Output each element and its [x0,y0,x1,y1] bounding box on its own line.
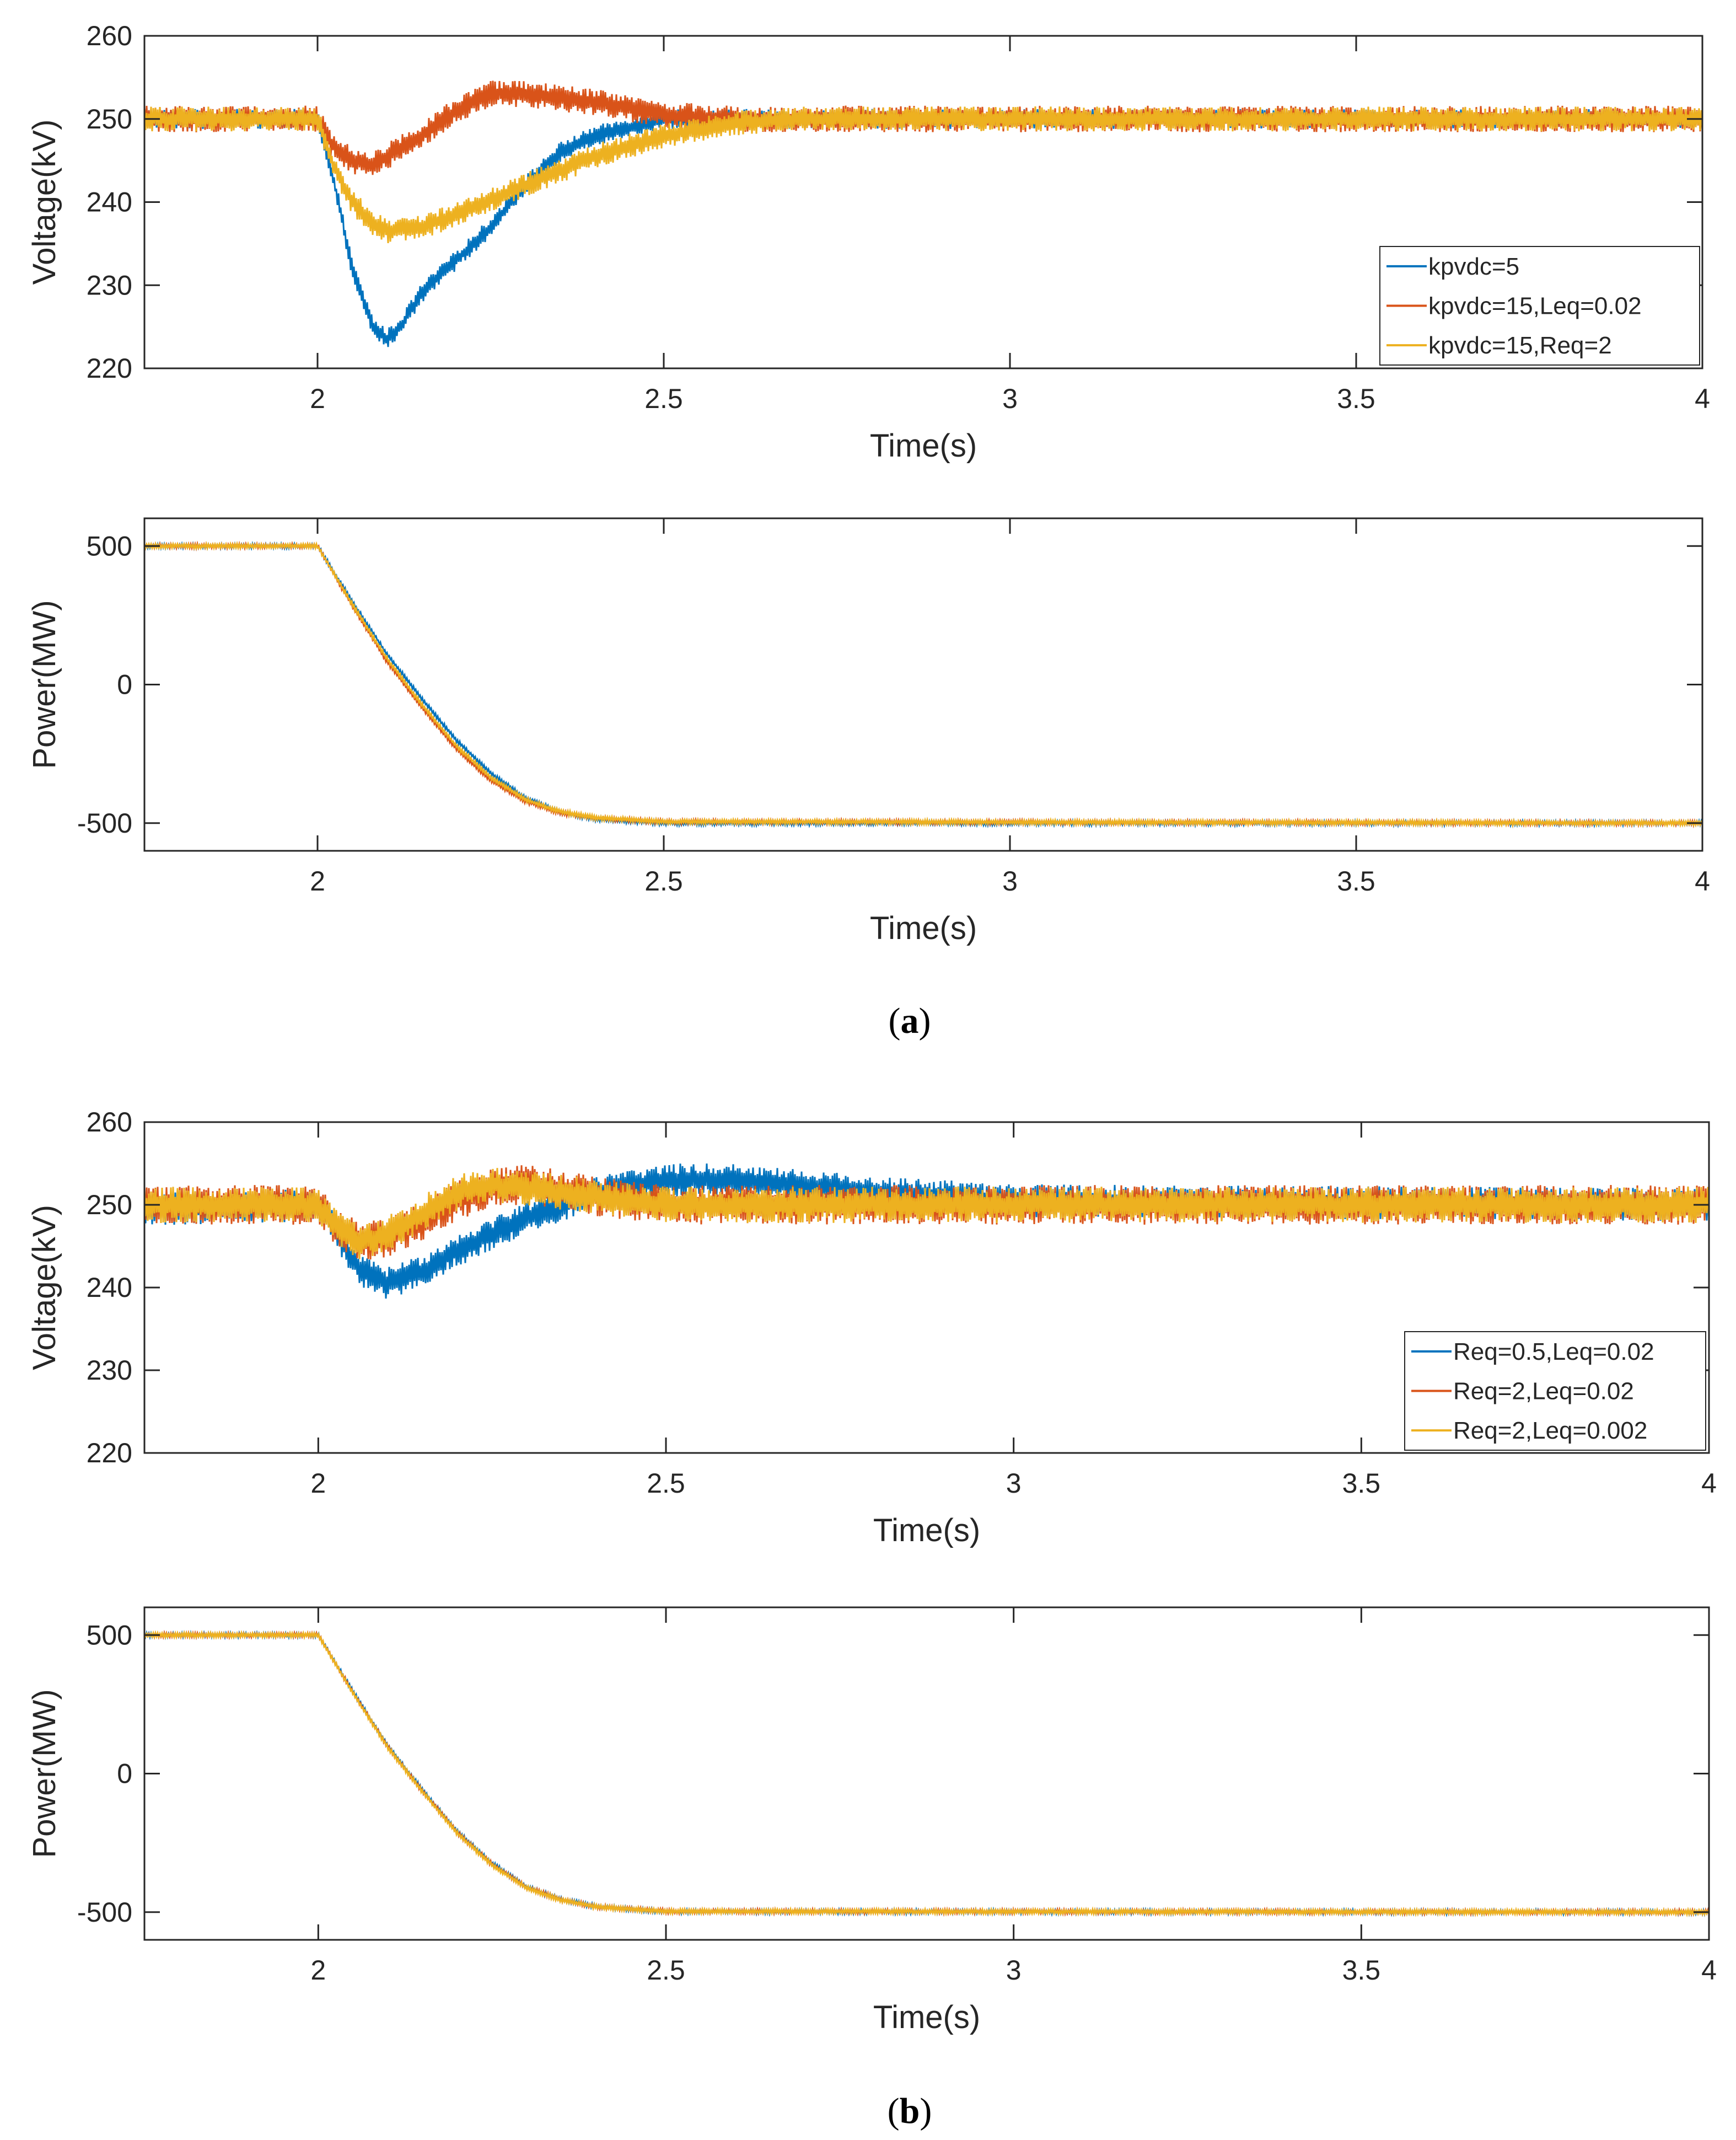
x-tick-label: 4 [1701,1955,1717,1986]
y-tick-label: 230 [87,1355,132,1386]
panel-a-power: 2 2.5 3 3.5 4 -500 0 500 Time(s) Power(MW) [26,517,1710,946]
series-line-3 [144,1168,1709,1259]
y-tick-label: 260 [87,20,132,51]
y-tick-label: 500 [87,530,132,561]
series-group [144,1163,1709,1299]
y-tick-label: 0 [117,669,132,700]
y-tick-label: 0 [117,1758,132,1789]
x-tick-label: 2.5 [644,866,683,897]
series-group [144,81,1702,347]
series-line-2 [144,540,1702,829]
y-tick-label: 220 [87,353,132,384]
legend-box [1379,246,1700,366]
series-group [144,1629,1709,1918]
x-tick-label: 2 [310,1955,326,1986]
legend-box [1404,1331,1706,1451]
x-tick-label: 3.5 [1342,1468,1381,1499]
y-axis-label: Power(MW) [26,1689,62,1858]
series-line-1 [144,540,1702,829]
x-axis-label: Time(s) [873,1513,980,1548]
y-axis-label: Power(MW) [26,600,62,769]
legend-label-2: kpvdc=15,Leq=0.02 [1428,293,1642,320]
x-tick-label: 3.5 [1342,1955,1381,1986]
x-tick-label: 2.5 [647,1955,685,1986]
panel-b-voltage: 2 2.5 3 3.5 4 220 230 240 250 260 Time(s) Voltage(k… [26,1107,1717,1548]
series-line-1 [144,1629,1709,1918]
y-tick-label: 230 [87,270,132,301]
plot-frame [143,517,1703,852]
series-line-3 [144,106,1702,243]
legend: Req=0.5,Leq=0.02 Req=2,Leq=0.02 Req=2,Leq=… [1404,1331,1706,1451]
legend-label-2: Req=2,Leq=0.02 [1453,1378,1634,1405]
x-axis-label: Time(s) [870,428,977,464]
plot-frame [143,1606,1710,1941]
y-axis-label: Voltage(kV) [26,1205,62,1370]
x-tick-label: 2 [310,383,325,414]
y-tick-label: 500 [87,1619,132,1650]
legend-label-1: Req=0.5,Leq=0.02 [1453,1338,1654,1365]
x-tick-label: 3 [1006,1955,1022,1986]
caption-b: (b) [888,2091,932,2131]
legend-label-1: kpvdc=5 [1428,253,1519,280]
x-tick-label: 2 [310,866,325,897]
panel-a-voltage: 2 2.5 3 3.5 4 220 230 240 250 260 Time(s) Voltage(k… [26,20,1710,464]
x-tick-label: 2.5 [647,1468,685,1499]
x-tick-label: 3.5 [1337,383,1375,414]
x-tick-label: 3 [1002,383,1018,414]
legend-label-3: kpvdc=15,Req=2 [1428,332,1612,359]
legend: kpvdc=5 kpvdc=15,Leq=0.02 kpvdc=15,Req=2 [1379,246,1700,366]
y-tick-label: 250 [87,1189,132,1220]
plots-layer: 2 2.5 3 3.5 4220230240250260Time(s)Voltage(k… [26,20,1717,2035]
caption-a: (a) [889,1001,931,1041]
series-line-3 [144,1629,1709,1918]
series-line-3 [144,540,1702,829]
y-tick-label: 240 [87,1272,132,1303]
x-tick-label: 3.5 [1337,866,1375,897]
x-axis-label: Time(s) [873,1999,980,2035]
x-tick-label: 4 [1695,866,1710,897]
series-group [144,540,1702,829]
x-tick-label: 2.5 [644,383,683,414]
legend-label-3: Req=2,Leq=0.002 [1453,1417,1647,1444]
x-tick-label: 4 [1695,383,1710,414]
x-tick-label: 3 [1006,1468,1022,1499]
x-axis-label: Time(s) [870,910,977,946]
series-line-2 [144,1629,1709,1918]
panel-b-power: 2 2.5 3 3.5 4 -500 0 500 Time(s) Power(MW) [26,1606,1717,2035]
x-tick-label: 2 [310,1468,326,1499]
y-axis-label: Voltage(kV) [26,120,62,285]
x-tick-label: 4 [1701,1468,1717,1499]
y-tick-label: 250 [87,104,132,135]
y-tick-label: 260 [87,1107,132,1138]
y-tick-label: -500 [77,1897,132,1928]
y-tick-label: 220 [87,1438,132,1468]
y-tick-label: -500 [77,808,132,839]
y-tick-label: 240 [87,187,132,218]
x-tick-label: 3 [1002,866,1018,897]
